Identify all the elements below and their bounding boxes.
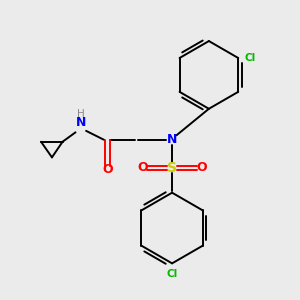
Text: N: N <box>76 116 86 129</box>
Text: Cl: Cl <box>245 53 256 63</box>
Text: H: H <box>77 109 85 119</box>
Text: O: O <box>137 161 148 174</box>
Text: O: O <box>196 161 207 174</box>
Text: O: O <box>102 163 112 176</box>
Text: S: S <box>167 161 177 175</box>
Text: N: N <box>167 133 177 146</box>
Text: Cl: Cl <box>167 269 178 279</box>
